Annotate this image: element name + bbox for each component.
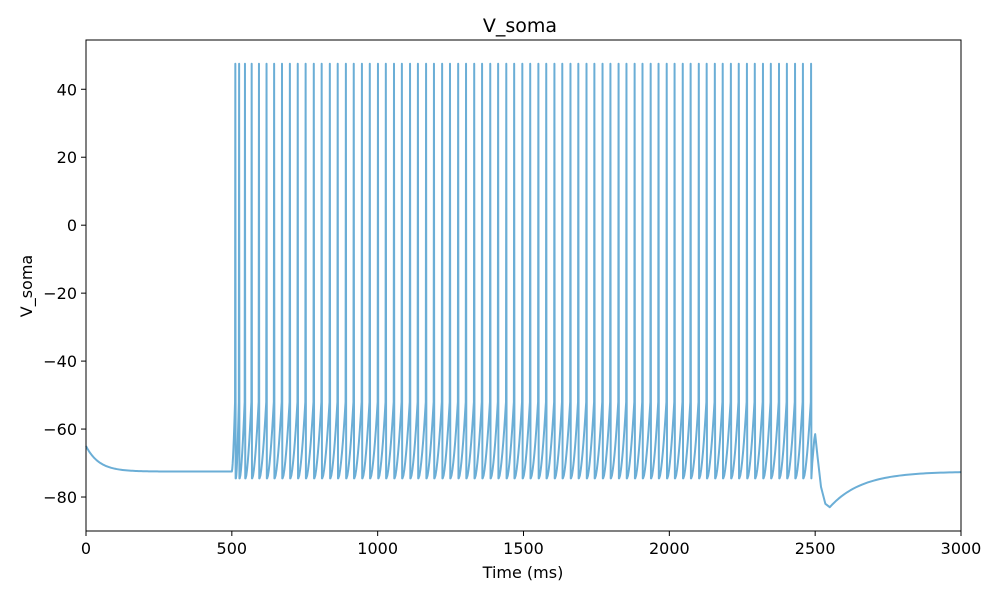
- voltage-trace-line: [85, 62, 962, 509]
- x-axis: 0 500 1000 1500 2000 2500 3000: [81, 531, 981, 558]
- x-axis-label: Time (ms): [482, 563, 564, 582]
- y-tick-label: −80: [43, 488, 77, 507]
- plot-area: [85, 62, 962, 509]
- x-tick-label: 1500: [503, 539, 544, 558]
- x-tick-label: 3000: [941, 539, 982, 558]
- x-tick-label: 0: [81, 539, 91, 558]
- x-tick-label: 2000: [649, 539, 690, 558]
- x-tick-label: 500: [217, 539, 248, 558]
- y-tick-label: 20: [57, 148, 77, 167]
- y-tick-label: −60: [43, 420, 77, 439]
- y-tick-label: −20: [43, 284, 77, 303]
- y-tick-label: −40: [43, 352, 77, 371]
- y-tick-label: 0: [67, 216, 77, 235]
- x-tick-label: 2500: [795, 539, 836, 558]
- chart-title: V_soma: [483, 15, 557, 37]
- x-tick-label: 1000: [357, 539, 398, 558]
- plot-frame: [85, 39, 962, 532]
- y-tick-label: 40: [57, 80, 77, 99]
- y-axis: 40 20 0 −20 −40 −60 −80: [43, 80, 86, 507]
- y-axis-label: V_soma: [17, 255, 37, 317]
